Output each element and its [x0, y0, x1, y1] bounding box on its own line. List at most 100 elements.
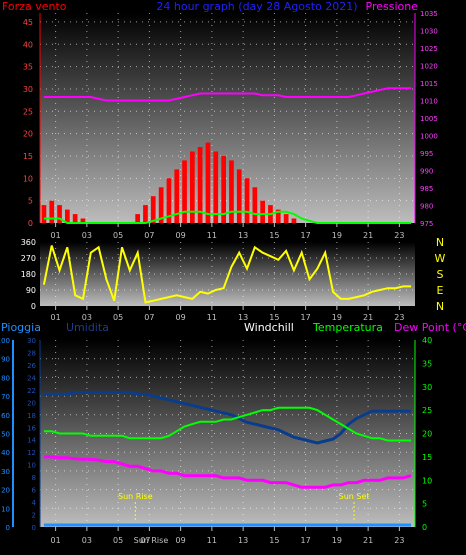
x-tick-label: 07 — [140, 536, 150, 545]
wind-bar — [143, 205, 148, 223]
wind-bar — [174, 169, 180, 223]
wind-bar — [236, 169, 242, 223]
direction-y-tick-label: 270 — [21, 254, 36, 263]
wind-direction-line — [42, 245, 412, 304]
temperature-y-tick-label: 35 — [422, 359, 432, 368]
gust-line — [43, 210, 412, 224]
rain-y-tick-label: 50 — [1, 431, 10, 439]
wind-pressure-panel: 0510152025303540459759809859909951000100… — [2, 0, 438, 240]
x-tick-label: 21 — [363, 231, 373, 240]
wind-bar — [244, 178, 250, 223]
wind-bar — [166, 178, 172, 223]
wind-bar — [283, 214, 289, 223]
x-tick-label: 19 — [332, 313, 342, 322]
wind-direction-series — [42, 245, 412, 304]
humidity-y-tick-label: 0 — [32, 524, 36, 532]
x-tick-label: 03 — [82, 231, 92, 240]
temp-humidity-ticks: 0102030405060708090100024681012141618202… — [0, 336, 432, 545]
wind-pressure-grid — [40, 13, 415, 223]
wind-bar — [197, 147, 203, 223]
direction-y-tick-label: 360 — [21, 238, 36, 247]
wind-y-tick-label: 15 — [23, 152, 33, 161]
header-windchill: Windchill — [244, 321, 294, 334]
x-tick-label: 21 — [363, 536, 373, 545]
humidity-y-tick-label: 4 — [32, 499, 37, 507]
x-tick-label: 17 — [301, 231, 311, 240]
dewpoint-line — [43, 455, 412, 489]
pressure-line — [43, 87, 412, 102]
chart-title: 24 hour graph (day 28 Agosto 2021) — [156, 0, 357, 13]
rain-y-tick-label: 10 — [1, 505, 10, 513]
compass-label: N — [436, 300, 444, 313]
x-tick-label: 09 — [176, 231, 186, 240]
x-tick-sunrise-label: Sun Rise — [134, 536, 169, 545]
temperature-y-tick-label: 30 — [422, 383, 432, 392]
wind-bar — [260, 200, 265, 223]
rain-y-tick-label: 0 — [6, 524, 10, 532]
humidity-y-tick-label: 8 — [32, 474, 36, 482]
compass-label: E — [437, 284, 444, 297]
x-tick-label: 11 — [207, 536, 217, 545]
wind-bar — [72, 214, 78, 223]
humidity-y-tick-label: 28 — [27, 349, 36, 357]
wind-pressure-plot-area — [40, 13, 415, 223]
x-tick-label: 17 — [301, 313, 311, 322]
x-tick-label: 17 — [301, 536, 311, 545]
humidity-y-tick-label: 12 — [27, 449, 36, 457]
x-tick-label: 23 — [394, 313, 404, 322]
pressure-y-tick-label: 1000 — [420, 133, 438, 141]
direction-y-tick-label: 90 — [26, 286, 36, 295]
header-humidity: Umidita — [66, 321, 109, 334]
x-tick-label: 05 — [113, 536, 123, 545]
pressure-y-tick-label: 1005 — [420, 115, 438, 123]
rain-y-tick-label: 60 — [1, 412, 10, 420]
x-tick-label: 07 — [144, 313, 154, 322]
wind-bar — [57, 205, 62, 223]
wind-y-tick-label: 20 — [23, 130, 33, 139]
wind-y-tick-label: 45 — [23, 18, 33, 27]
x-tick-label: 15 — [269, 231, 279, 240]
direction-y-tick-label: 0 — [31, 302, 36, 311]
humidity-y-tick-label: 14 — [27, 437, 36, 445]
temp-humidity-grid — [40, 340, 415, 527]
x-tick-label: 01 — [51, 231, 61, 240]
humidity-y-tick-label: 22 — [27, 387, 36, 395]
sun-marker-label: Sun Rise — [118, 492, 153, 501]
x-tick-label: 07 — [144, 231, 154, 240]
wind-y-tick-label: 0 — [28, 219, 33, 228]
x-tick-label: 09 — [176, 313, 186, 322]
compass-label: S — [437, 268, 444, 281]
wind-y-tick-label: 30 — [23, 85, 33, 94]
x-tick-label: 11 — [207, 313, 217, 322]
wind-bar — [158, 187, 164, 223]
temperature-y-tick-label: 0 — [422, 523, 427, 532]
temperature-line — [43, 406, 412, 442]
humidity-y-tick-label: 16 — [27, 424, 36, 432]
wind-y-tick-label: 25 — [23, 107, 33, 116]
pressure-y-tick-label: 985 — [420, 185, 433, 193]
wind-pressure-ticks: 0510152025303540459759809859909951000100… — [23, 10, 438, 240]
wind-bar — [213, 151, 219, 223]
x-tick-label: 11 — [207, 231, 217, 240]
x-tick-label: 13 — [238, 231, 248, 240]
direction-y-tick-label: 180 — [21, 270, 36, 279]
temperature-y-tick-label: 10 — [422, 476, 432, 485]
x-tick-label: 03 — [82, 313, 92, 322]
wind-y-tick-label: 35 — [23, 63, 33, 72]
x-tick-label: 15 — [269, 313, 279, 322]
pressure-y-tick-label: 980 — [420, 203, 433, 211]
wind-axis-label: Forza vento — [2, 0, 67, 13]
pressure-y-tick-label: 995 — [420, 150, 433, 158]
x-tick-label: 05 — [113, 313, 123, 322]
rain-y-tick-label: 80 — [1, 374, 10, 382]
wind-bar — [150, 196, 156, 223]
pressure-y-tick-label: 1025 — [420, 45, 438, 53]
rain-y-tick-label: 90 — [1, 356, 10, 364]
rain-y-tick-label: 100 — [0, 337, 10, 345]
humidity-y-tick-label: 20 — [27, 399, 36, 407]
wind-bar — [49, 200, 55, 223]
humidity-line — [43, 390, 412, 445]
